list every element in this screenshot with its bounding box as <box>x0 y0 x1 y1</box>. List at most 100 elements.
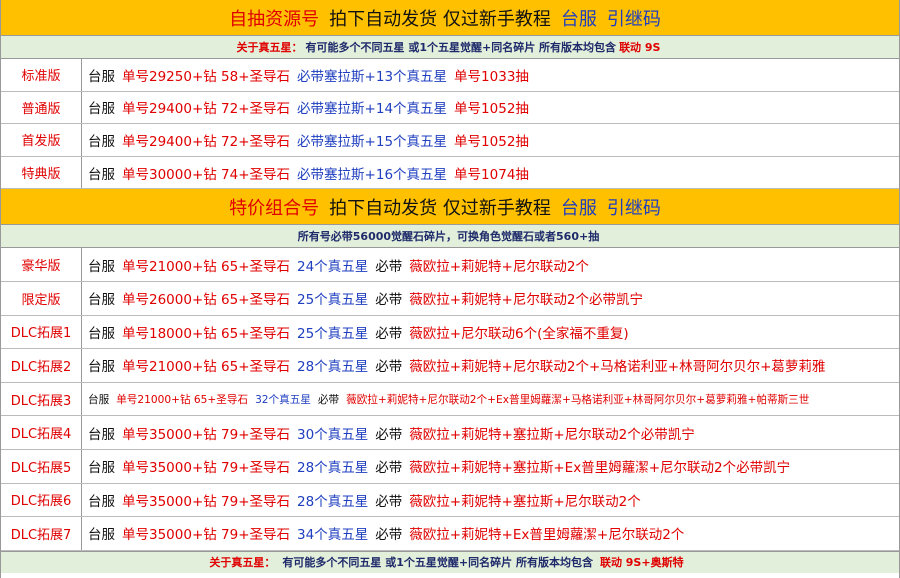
product-row: 限定版 台服 单号26000+钻 65+圣导石 25个真五星 必带 薇欧拉+莉妮特+尼尔联… <box>1 281 899 316</box>
section: 自抽资源号 拍下自动发货 仅过新手教程 台服 引继码 关于真五星： 有可能多个不同五星 或… <box>1 0 899 190</box>
product-row: DLC拓展1 台服 单号18000+钻 65+圣导石 25个真五星 必带 薇欧拉+尼尔联动… <box>1 315 899 350</box>
section-header: 特价组合号 拍下自动发货 仅过新手教程 台服 引继码 <box>1 189 899 226</box>
product-detail: 台服 单号18000+钻 65+圣导石 25个真五星 必带 薇欧拉+尼尔联动6个(全家福… <box>82 322 636 342</box>
text-segment: 30个真五星 <box>297 426 369 443</box>
product-row: DLC拓展2 台服 单号21000+钻 65+圣导石 28个真五星 必带 薇欧拉+莉妮特+… <box>1 349 899 383</box>
text-segment: 台服 <box>88 426 115 443</box>
product-row: 首发版 台服 单号29400+钻 72+圣导石 必带塞拉斯+15个真五星 单号1052抽 <box>1 124 899 157</box>
section-note: 所有号必带56000觉醒石碎片，可换角色觉醒石或者560+抽 <box>1 225 899 249</box>
text-segment: 薇欧拉+莉妮特+塞拉斯+Ex普里姆蘿潔+尼尔联动2个必带凯宁 <box>409 460 791 477</box>
text-segment: 台服 <box>88 325 115 342</box>
text-segment: 台服 <box>88 393 110 406</box>
text-segment: 薇欧拉+莉妮特+塞拉斯+尼尔联动2个 <box>409 493 641 510</box>
edition-label: 首发版 <box>1 124 82 156</box>
text-segment: 单号29400+钻 72+圣导石 <box>122 101 291 118</box>
section: 特价组合号 拍下自动发货 仅过新手教程 台服 引继码所有号必带56000觉醒石碎片，可… <box>1 189 899 551</box>
text-segment: 必带塞拉斯+16个真五星 <box>297 166 448 183</box>
text-segment: 单号21000+钻 65+圣导石 <box>116 393 249 406</box>
section-header: 自抽资源号 拍下自动发货 仅过新手教程 台服 引继码 <box>1 0 899 36</box>
product-detail: 台服 单号29400+钻 72+圣导石 必带塞拉斯+14个真五星 单号1052抽 <box>82 97 536 117</box>
text-segment: 32个真五星 <box>255 393 311 406</box>
product-detail: 台服 单号35000+钻 79+圣导石 30个真五星 必带 薇欧拉+莉妮特+塞拉斯+尼尔… <box>82 423 702 443</box>
text-segment: 台服 <box>88 359 115 376</box>
text-segment: 单号1052抽 <box>454 101 529 118</box>
edition-label: DLC拓展3 <box>1 382 82 416</box>
text-segment: 薇欧拉+莉妮特+尼尔联动2个 <box>409 258 589 275</box>
text-segment: 单号29250+钻 58+圣导石 <box>122 68 291 85</box>
text-segment: 单号18000+钻 65+圣导石 <box>122 325 291 342</box>
edition-label: DLC拓展7 <box>1 517 82 550</box>
text-segment: 单号21000+钻 65+圣导石 <box>122 258 291 275</box>
edition-label: DLC拓展4 <box>1 416 82 449</box>
section-note: 关于真五星： 有可能多个不同五星 或1个五星觉醒+同名碎片 所有版本均包含 联动 9… <box>1 36 899 59</box>
product-row: 标准版 台服 单号29250+钻 58+圣导石 必带塞拉斯+13个真五星 单号1033抽 <box>1 59 899 92</box>
edition-label: DLC拓展1 <box>1 315 82 349</box>
product-detail: 台服 单号30000+钻 74+圣导石 必带塞拉斯+16个真五星 单号1074抽 <box>82 163 536 183</box>
product-detail: 台服 单号21000+钻 65+圣导石 28个真五星 必带 薇欧拉+莉妮特+尼尔联动2个… <box>82 355 832 375</box>
text-segment: 有可能多个不同五星 或1个五星觉醒+同名碎片 所有版本均包含 <box>305 41 617 54</box>
text-segment: 28个真五星 <box>297 359 369 376</box>
text-segment: 必带 <box>375 527 403 544</box>
text-segment: 单号21000+钻 65+圣导石 <box>122 359 291 376</box>
text-segment: 单号29400+钻 72+圣导石 <box>122 133 291 150</box>
text-segment: 台服 <box>560 8 597 30</box>
text-segment: 台服 <box>88 292 115 309</box>
text-segment: 拍下自动发货 仅过新手教程 <box>329 197 551 219</box>
text-segment: 28个真五星 <box>297 493 369 510</box>
text-segment: 必带 <box>375 359 403 376</box>
text-segment: 必带塞拉斯+15个真五星 <box>297 133 448 150</box>
text-segment: 台服 <box>88 133 115 150</box>
text-segment: 引继码 <box>606 197 661 219</box>
text-segment: 薇欧拉+莉妮特+尼尔联动2个+Ex普里姆蘿潔+马格诺利亚+林哥阿尔贝尔+葛萝莉雅… <box>346 393 810 406</box>
text-segment: 必带塞拉斯+13个真五星 <box>297 68 448 85</box>
text-segment: 联动 9S <box>619 41 661 54</box>
text-segment: 联动 9S+奥斯特 <box>599 556 684 570</box>
product-detail: 台服 单号35000+钻 79+圣导石 34个真五星 必带 薇欧拉+莉妮特+Ex普里姆蘿… <box>82 523 691 543</box>
text-segment: 单号30000+钻 74+圣导石 <box>122 166 291 183</box>
product-row: DLC拓展5 台服 单号35000+钻 79+圣导石 28个真五星 必带 薇欧拉+莉妮特+… <box>1 449 899 484</box>
text-segment: 28个真五星 <box>297 460 369 477</box>
text-segment: 所有号必带56000觉醒石碎片，可换角色觉醒石或者560+抽 <box>297 230 600 244</box>
text-segment: 24个真五星 <box>297 258 369 275</box>
product-detail: 台服 单号35000+钻 79+圣导石 28个真五星 必带 薇欧拉+莉妮特+塞拉斯+尼尔… <box>82 490 648 510</box>
footer-note: 关于真五星： 有可能多个不同五星 或1个五星觉醒+同名碎片 所有版本均包含 联动 9… <box>1 550 899 573</box>
text-segment: 必带 <box>375 460 403 477</box>
text-segment: 必带 <box>375 493 403 510</box>
text-segment: 必带塞拉斯+14个真五星 <box>297 101 448 118</box>
text-segment: 拍下自动发货 仅过新手教程 <box>329 8 551 30</box>
text-segment: 单号26000+钻 65+圣导石 <box>122 292 291 309</box>
product-row: 普通版 台服 单号29400+钻 72+圣导石 必带塞拉斯+14个真五星 单号1052抽 <box>1 91 899 125</box>
text-segment: 单号35000+钻 79+圣导石 <box>122 493 291 510</box>
product-row: DLC拓展6 台服 单号35000+钻 79+圣导石 28个真五星 必带 薇欧拉+莉妮特+… <box>1 483 899 518</box>
text-segment: 薇欧拉+莉妮特+尼尔联动2个+马格诺利亚+林哥阿尔贝尔+葛萝莉雅 <box>409 359 826 376</box>
product-row: DLC拓展4 台服 单号35000+钻 79+圣导石 30个真五星 必带 薇欧拉+莉妮特+… <box>1 416 899 450</box>
text-segment: 必带 <box>375 325 403 342</box>
text-segment: 34个真五星 <box>297 527 369 544</box>
text-segment: 引继码 <box>606 8 661 30</box>
text-segment: 单号35000+钻 79+圣导石 <box>122 527 291 544</box>
product-row: DLC拓展7 台服 单号35000+钻 79+圣导石 34个真五星 必带 薇欧拉+莉妮特+… <box>1 517 899 551</box>
product-row: DLC拓展3 台服 单号21000+钻 65+圣导石 32个真五星 必带 薇欧拉+莉妮特+… <box>1 382 899 417</box>
product-row: 豪华版 台服 单号21000+钻 65+圣导石 24个真五星 必带 薇欧拉+莉妮特+尼尔联… <box>1 248 899 282</box>
text-segment: 必带 <box>375 426 403 443</box>
text-segment: 单号1052抽 <box>454 133 529 150</box>
text-segment: 单号1033抽 <box>454 68 529 85</box>
text-segment: 薇欧拉+莉妮特+尼尔联动2个必带凯宁 <box>409 292 643 309</box>
edition-label: 特典版 <box>1 156 82 189</box>
text-segment: 台服 <box>88 166 115 183</box>
text-segment: 关于真五星： <box>236 41 303 54</box>
text-segment: 薇欧拉+莉妮特+塞拉斯+尼尔联动2个必带凯宁 <box>409 426 695 443</box>
text-segment: 必带 <box>375 292 403 309</box>
product-detail: 台服 单号29400+钻 72+圣导石 必带塞拉斯+15个真五星 单号1052抽 <box>82 130 536 150</box>
edition-label: 标准版 <box>1 59 82 91</box>
text-segment: 单号1074抽 <box>454 166 529 183</box>
text-segment: 单号35000+钻 79+圣导石 <box>122 426 291 443</box>
text-segment: 必带 <box>317 393 340 406</box>
text-segment: 必带 <box>375 258 403 275</box>
product-detail: 台服 单号29250+钻 58+圣导石 必带塞拉斯+13个真五星 单号1033抽 <box>82 65 536 85</box>
text-segment: 台服 <box>88 493 115 510</box>
text-segment: 25个真五星 <box>297 325 369 342</box>
text-segment: 台服 <box>88 527 115 544</box>
